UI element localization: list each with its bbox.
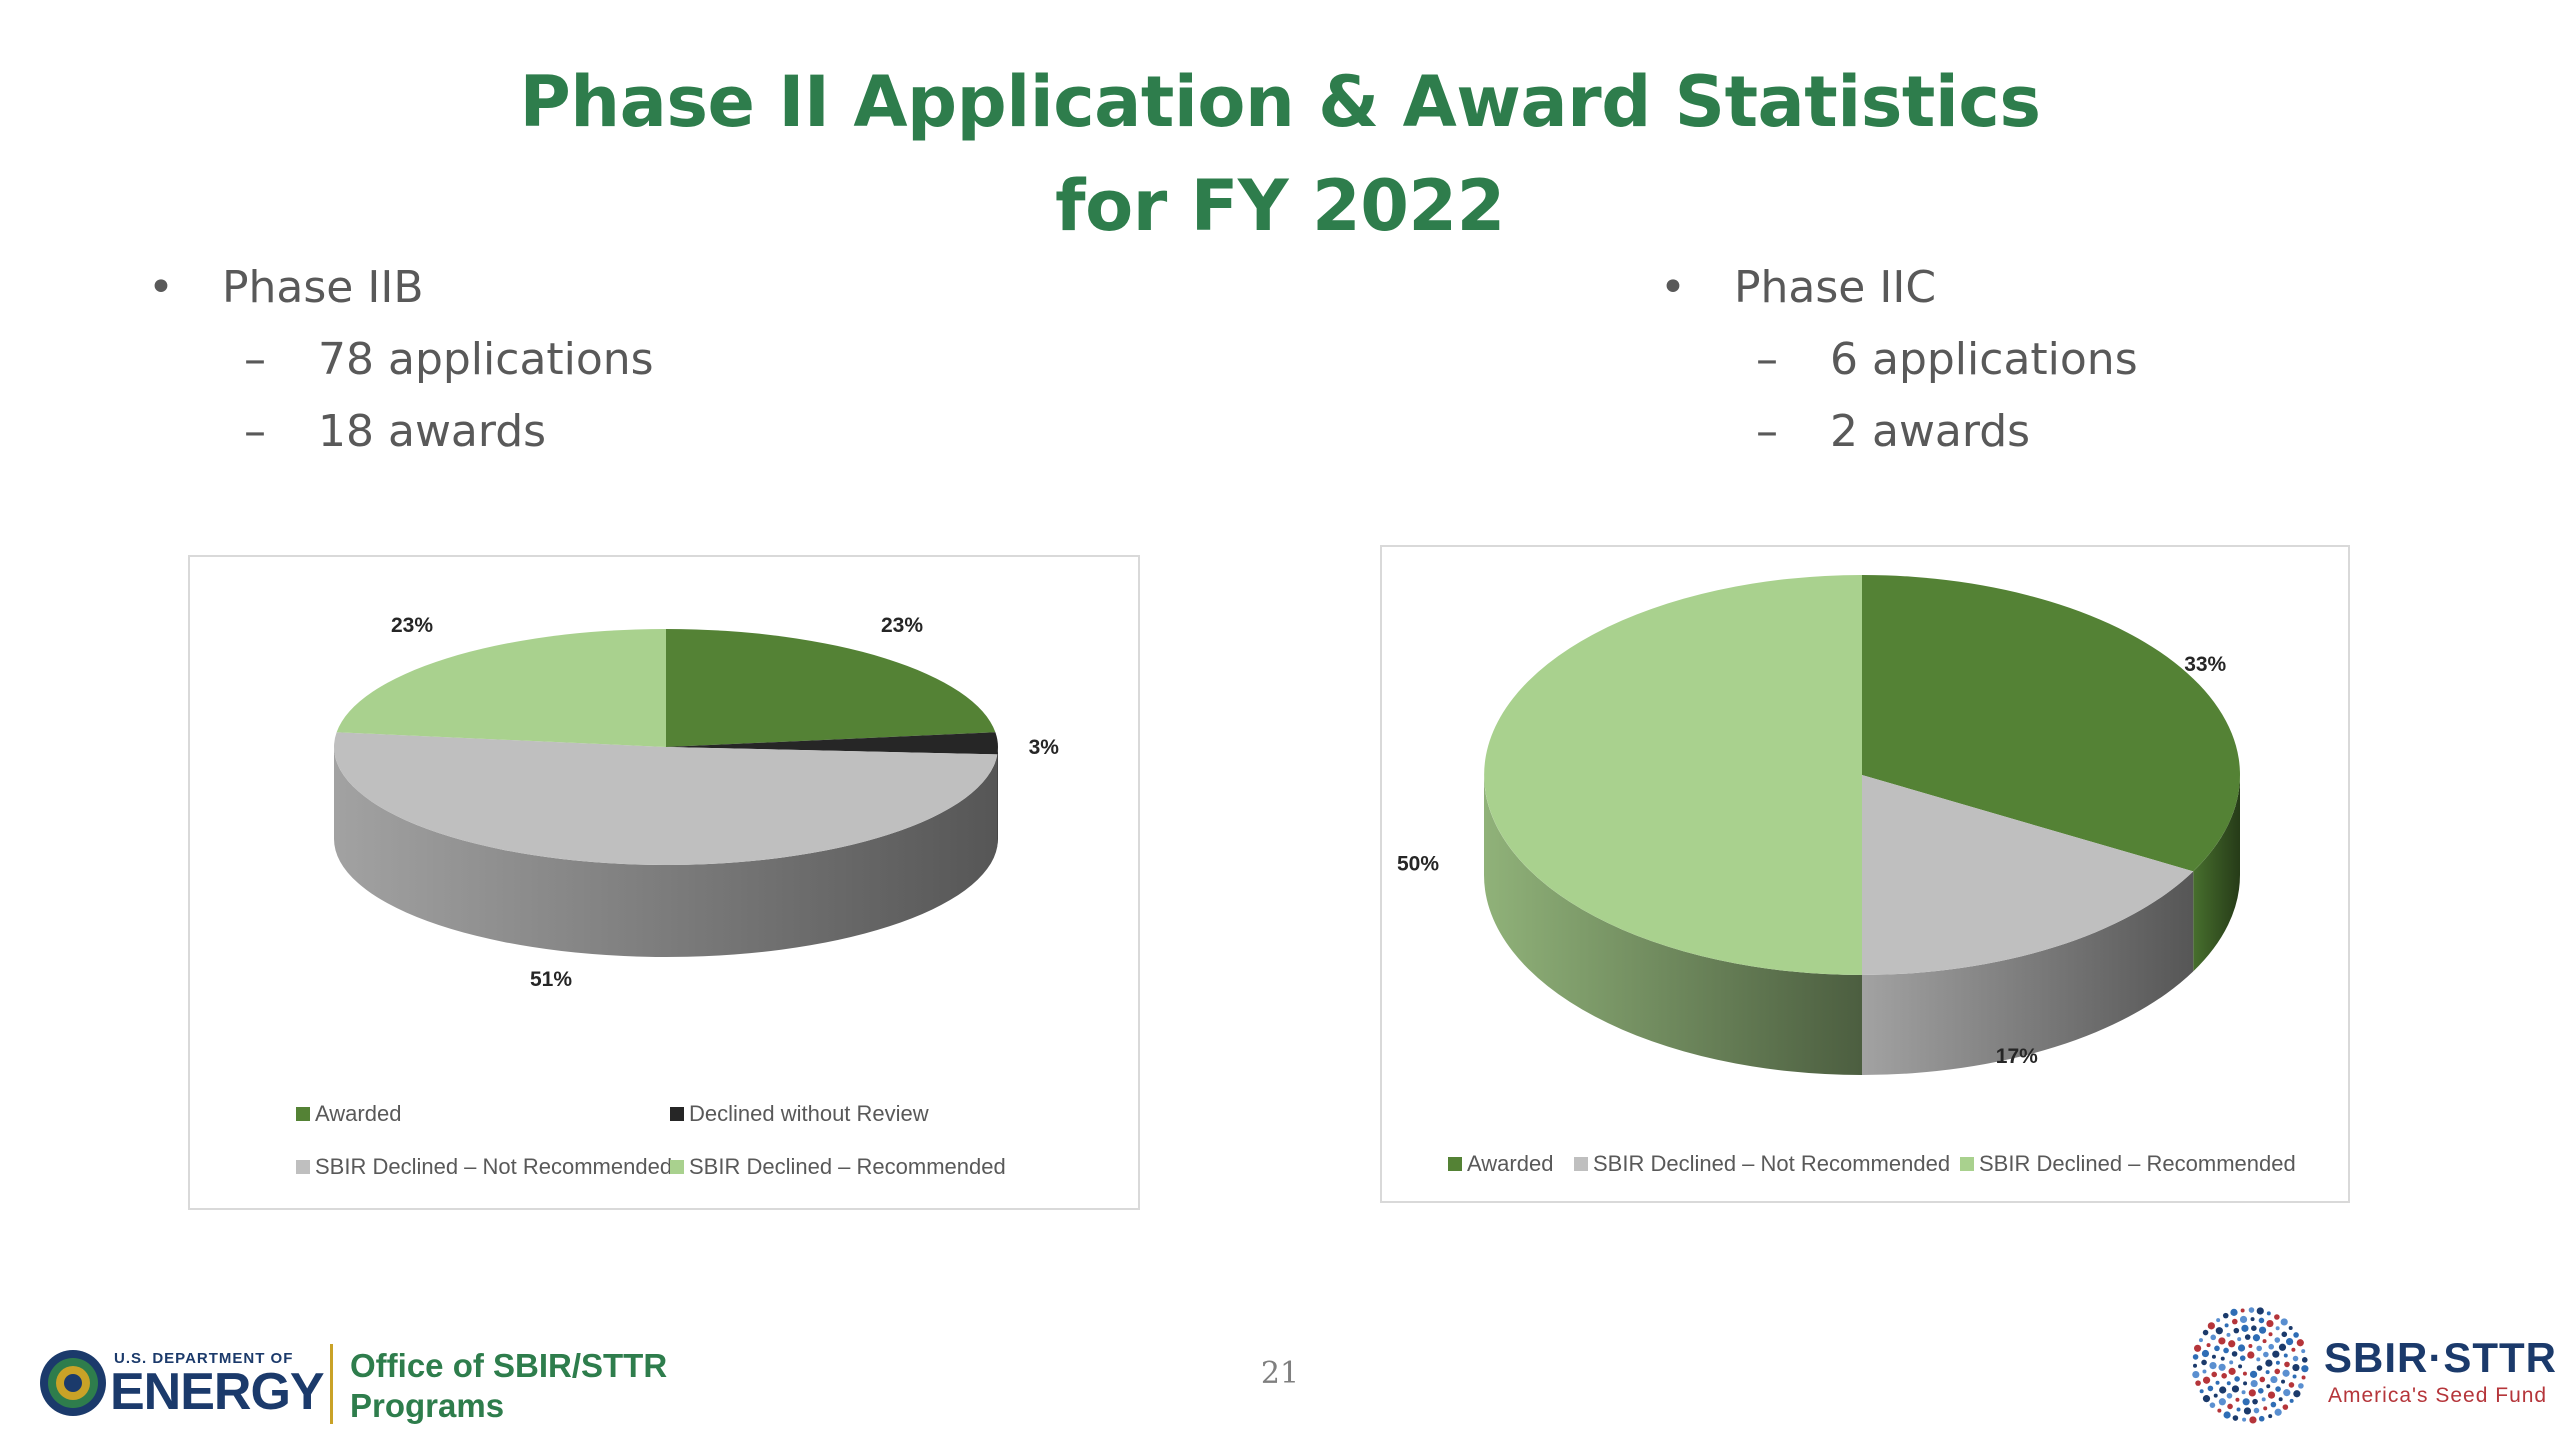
page-number: 21 <box>1260 1356 1300 1391</box>
pie-slice-0 <box>666 629 996 747</box>
legend-label-2: SBIR Declined – Not Recommended <box>315 1154 672 1179</box>
data-label-1: 3% <box>1029 736 1060 759</box>
seed-dots-icon <box>2192 1307 2309 1424</box>
slide-title-line1: Phase II Application & Award Statistics <box>519 61 2041 143</box>
pie-slice-1 <box>666 732 998 755</box>
sbir-sttr-title: SBIR·STTR <box>2324 1334 2557 1381</box>
sbir-sttr-tagline: America's Seed Fund <box>2328 1384 2548 1407</box>
slide-title-line2: for FY 2022 <box>1055 165 1505 247</box>
phase-iib-pie-svg: 23% 3% 51% 23% Awarded Declined without Revie… <box>296 614 1060 1179</box>
legend-swatch-0 <box>1448 1157 1462 1171</box>
doe-small-text: U.S. DEPARTMENT OF <box>114 1350 294 1367</box>
legend-swatch-2 <box>1960 1157 1974 1171</box>
doe-divider <box>330 1344 333 1424</box>
legend-label-0: Awarded <box>1467 1151 1553 1176</box>
sbir-sttr-logo: SBIR·STTR America's Seed Fund <box>2180 1300 2556 1430</box>
office-name: Office of SBIR/STTR Programs <box>350 1346 667 1426</box>
phase-iib-awards: 18 awards <box>148 396 654 468</box>
legend-label-2: SBIR Declined – Recommended <box>1979 1151 2296 1176</box>
pie-slice-2 <box>1484 575 1862 975</box>
doe-big-text: ENERGY <box>110 1363 325 1421</box>
pie-wall-1 <box>997 747 998 847</box>
pie-wall-2 <box>1484 775 1862 1075</box>
data-label-0: 33% <box>2184 653 2226 676</box>
phase-iib-bullets: Phase IIB 78 applications 18 awards <box>148 252 654 468</box>
legend-swatch-3 <box>670 1160 684 1174</box>
legend-swatch-1 <box>1574 1157 1588 1171</box>
phase-iic-heading: Phase IIC <box>1660 252 2138 324</box>
legend-label-3: SBIR Declined – Recommended <box>689 1154 1006 1179</box>
legend-swatch-2 <box>296 1160 310 1174</box>
pie-slice-1 <box>1862 775 2194 975</box>
legend-label-1: SBIR Declined – Not Recommended <box>1593 1151 1950 1176</box>
pie-wall-2 <box>334 747 998 957</box>
legend-swatch-0 <box>296 1107 310 1121</box>
phase-iib-heading: Phase IIB <box>148 252 654 324</box>
data-label-3: 23% <box>391 614 433 637</box>
pie-wall-0 <box>2193 775 2240 972</box>
data-label-0: 23% <box>881 614 923 637</box>
legend-label-1: Declined without Review <box>689 1101 929 1126</box>
data-label-2: 51% <box>530 968 572 991</box>
phase-iic-pie-svg: 33% 17% 50% Awarded SBIR Declined – Not Reco… <box>1397 575 2296 1176</box>
data-label-2: 50% <box>1397 853 1439 876</box>
phase-iib-applications: 78 applications <box>148 324 654 396</box>
office-line2: Programs <box>350 1387 505 1424</box>
phase-iic-awards: 2 awards <box>1660 396 2138 468</box>
doe-logo: U.S. DEPARTMENT OF ENERGY Office of SBIR… <box>38 1338 698 1428</box>
legend-label-0: Awarded <box>315 1101 401 1126</box>
data-label-1: 17% <box>1996 1045 2038 1068</box>
doe-seal-icon <box>40 1350 106 1416</box>
pie-slice-0 <box>1862 575 2240 872</box>
phase-iib-pie-chart: 23% 3% 51% 23% Awarded Declined without Revie… <box>188 555 1140 1210</box>
phase-iic-pie-chart: 33% 17% 50% Awarded SBIR Declined – Not Reco… <box>1380 545 2350 1203</box>
office-line1: Office of SBIR/STTR <box>350 1347 668 1384</box>
pie-slice-3 <box>336 629 666 747</box>
pie-wall-1 <box>1862 871 2194 1075</box>
phase-iic-bullets: Phase IIC 6 applications 2 awards <box>1660 252 2138 468</box>
legend-swatch-1 <box>670 1107 684 1121</box>
slide-title: Phase II Application & Award Statistics … <box>0 50 2560 258</box>
phase-iic-applications: 6 applications <box>1660 324 2138 396</box>
pie-slice-2 <box>333 732 998 866</box>
